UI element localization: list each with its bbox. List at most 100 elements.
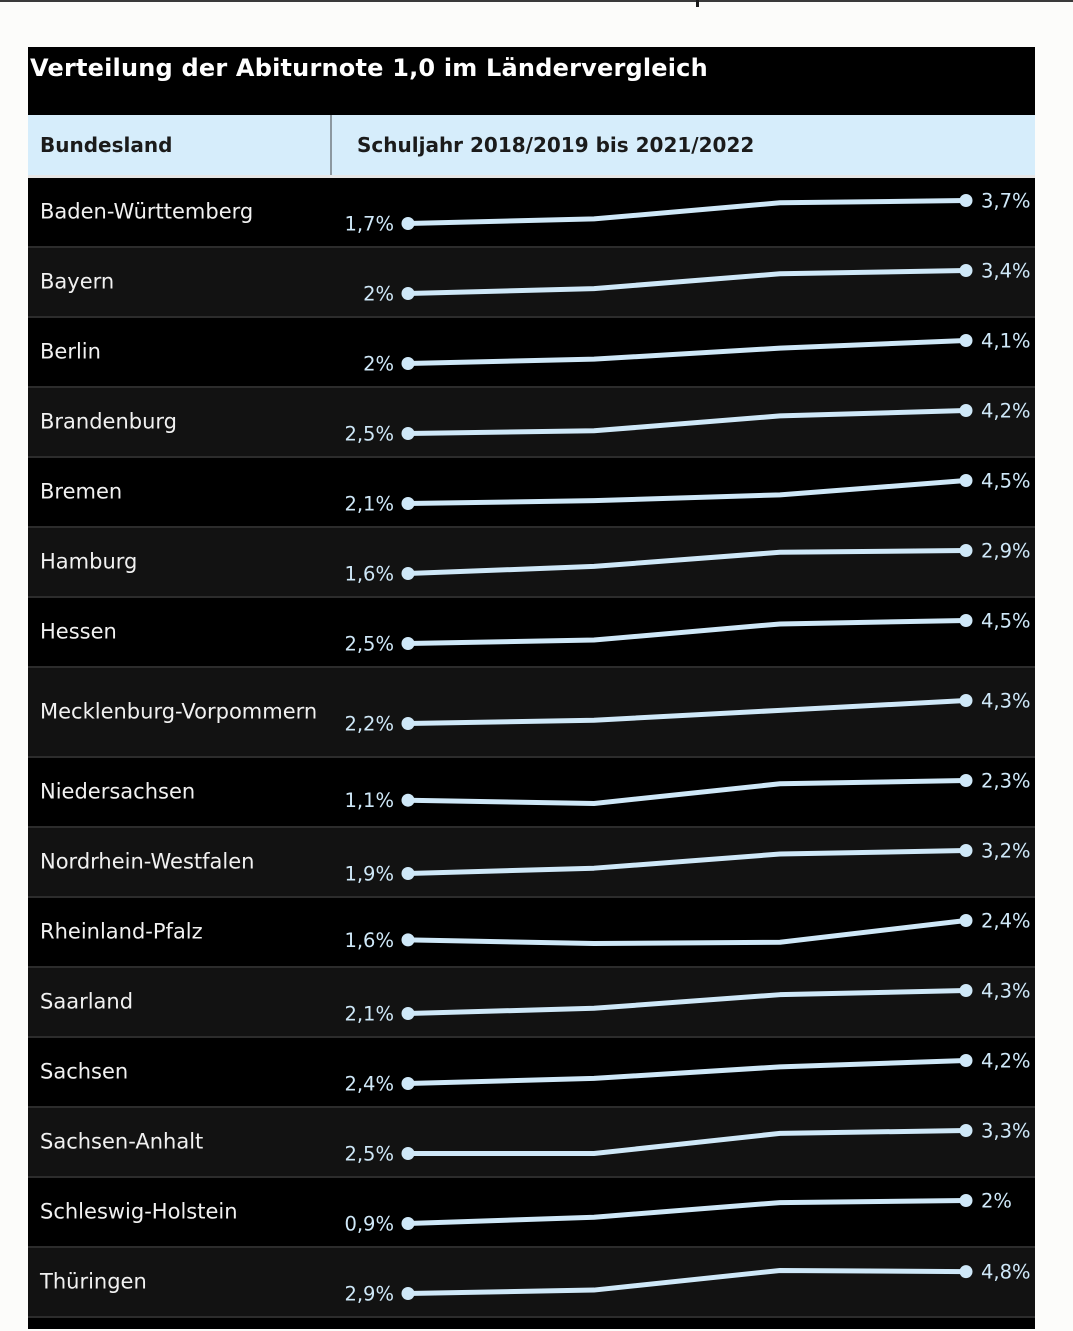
end-point-dot [959,334,973,347]
start-point-dot [401,867,415,880]
end-point-dot [959,264,973,277]
end-value-label: 2% [981,1190,1012,1213]
start-value-label: 2% [363,353,394,376]
start-point-dot [401,1077,415,1090]
sparkline-path [405,1198,969,1226]
start-value-label: 1,6% [344,563,394,586]
column-header-bundesland: Bundesland [40,133,173,157]
state-name-label: Berlin [40,339,101,364]
start-value-label: 2% [363,283,394,306]
sparkline-chart: 2% 3,4% [363,260,1030,306]
start-point-dot [401,933,415,947]
sparkline-chart: 2,1% 4,5% [344,470,1031,516]
start-value-label: 2,2% [344,713,394,736]
sparkline-path [405,698,969,726]
table-row: Sachsen 2,4% 4,2% [28,1036,1035,1106]
sparkline-path [405,988,969,1016]
abitur-comparison-table: Verteilung der Abiturnote 1,0 im Länderv… [28,47,1035,1329]
state-name-label: Baden-Württemberg [40,199,254,224]
end-value-label: 4,8% [981,1261,1031,1284]
page-top-tick [696,0,699,7]
table-row: Brandenburg 2,5% 4,2% [28,386,1035,456]
table-row: Niedersachsen 1,1% 2,3% [28,756,1035,826]
end-point-dot [959,194,973,207]
end-value-label: 4,3% [981,980,1031,1003]
table-header-row: Bundesland Schuljahr 2018/2019 bis 2021/… [28,115,1035,178]
start-value-label: 2,9% [344,1283,394,1306]
end-value-label: 2,4% [981,910,1031,933]
end-value-label: 3,7% [981,190,1031,213]
end-value-label: 3,3% [981,1120,1031,1143]
start-point-dot [401,217,415,230]
start-value-label: 2,5% [344,1143,394,1166]
end-point-dot [959,544,973,557]
state-name-label: Thüringen [40,1269,147,1294]
partial-row [28,1316,1035,1329]
sparkline-path [405,1128,969,1156]
sparkline-chart: 2,5% 3,3% [344,1120,1031,1166]
start-value-label: 0,9% [344,1213,394,1236]
sparkline-chart: 2,2% 4,3% [344,690,1030,736]
end-value-label: 4,5% [981,470,1031,493]
table-title: Verteilung der Abiturnote 1,0 im Länderv… [28,47,1035,115]
sparkline-path [405,478,969,506]
end-point-dot [959,694,973,707]
state-name-label: Sachsen [40,1059,129,1084]
start-point-dot [401,497,415,510]
sparkline-chart: 1,1% 2,3% [344,770,1030,813]
end-point-dot [959,474,973,487]
end-point-dot [959,1124,973,1137]
start-point-dot [401,427,415,440]
sparkline-chart: 0,9% 2% [344,1190,1012,1236]
table-row: Nordrhein-Westfalen 1,9% 3,2% [28,826,1035,896]
table-row: Hamburg 1,6% 2,9% [28,526,1035,596]
end-value-label: 4,2% [981,400,1031,423]
state-name-label: Schleswig-Holstein [40,1199,238,1224]
start-point-dot [401,717,415,730]
start-value-label: 2,1% [344,493,394,516]
table-row: Schleswig-Holstein 0,9% 2% [28,1176,1035,1246]
end-point-dot [959,914,973,927]
sparkline-chart: 2% 4,1% [363,330,1031,376]
end-value-label: 4,5% [981,610,1031,633]
start-point-dot [401,1217,415,1230]
sparkline-path [405,1268,969,1296]
end-point-dot [959,844,973,857]
state-name-label: Sachsen-Anhalt [40,1129,204,1154]
state-name-label: Saarland [40,989,134,1014]
table-row: Mecklenburg-Vorpommern 2,2% 4,3% [28,666,1035,756]
start-value-label: 1,7% [344,213,394,236]
start-value-label: 2,1% [344,1003,394,1026]
table-row: Rheinland-Pfalz 1,6% 2,4% [28,896,1035,966]
sparkline-path [405,1058,969,1086]
sparkline-chart: 2,9% 4,8% [344,1261,1031,1306]
column-header-schuljahr: Schuljahr 2018/2019 bis 2021/2022 [330,115,1035,175]
sparkline-chart: 1,9% 3,2% [344,840,1031,886]
state-name-label: Bremen [40,479,123,504]
end-point-dot [959,984,973,997]
end-point-dot [959,774,973,787]
sparkline-chart: 2,4% 4,2% [344,1050,1031,1096]
end-value-label: 3,2% [981,840,1031,863]
start-point-dot [401,1147,415,1160]
state-name-label: Mecklenburg-Vorpommern [40,699,318,724]
sparkline-path [405,408,969,436]
start-point-dot [401,567,415,580]
sparkline-chart: 1,6% 2,9% [344,540,1030,586]
sparkline-chart: 2,5% 4,5% [344,610,1031,656]
end-value-label: 4,2% [981,1050,1031,1073]
table-row: Saarland 2,1% 4,3% [28,966,1035,1036]
table-body: Baden-Württemberg 1,7% 3,7% Bayern 2% 3,4% Ber… [28,178,1035,1316]
sparkline-chart: 2,5% 4,2% [344,400,1031,446]
sparkline-path [405,778,969,806]
start-value-label: 1,1% [344,789,394,812]
end-value-label: 4,1% [981,330,1031,353]
sparkline-path [405,548,969,576]
table-row: Thüringen 2,9% 4,8% [28,1246,1035,1316]
table-row: Berlin 2% 4,1% [28,316,1035,386]
sparkline-path [405,918,969,946]
start-point-dot [401,1287,415,1300]
start-point-dot [401,357,415,370]
sparkline-path [405,848,969,876]
state-name-label: Rheinland-Pfalz [40,919,203,944]
